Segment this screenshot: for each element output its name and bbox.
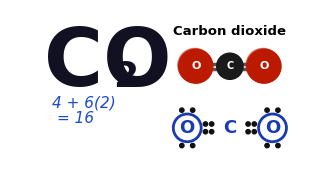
Text: O: O	[180, 119, 195, 137]
Text: 4 + 6(2): 4 + 6(2)	[52, 96, 116, 111]
Text: O: O	[191, 61, 200, 71]
Text: CO: CO	[44, 25, 172, 103]
Circle shape	[203, 122, 208, 126]
Circle shape	[276, 143, 280, 148]
Circle shape	[178, 48, 212, 82]
Circle shape	[252, 122, 256, 126]
Circle shape	[246, 130, 250, 134]
Circle shape	[210, 122, 214, 126]
Text: 2: 2	[113, 60, 138, 94]
Text: O: O	[259, 61, 269, 71]
Circle shape	[252, 130, 256, 134]
Text: = 16: = 16	[57, 111, 94, 126]
Circle shape	[247, 49, 281, 83]
Circle shape	[179, 49, 213, 83]
Circle shape	[246, 48, 280, 82]
Circle shape	[180, 108, 184, 112]
Text: O: O	[265, 119, 280, 137]
Text: C: C	[223, 119, 236, 137]
Text: C: C	[226, 61, 234, 71]
Circle shape	[203, 130, 208, 134]
Circle shape	[180, 143, 184, 148]
Circle shape	[246, 122, 250, 126]
Circle shape	[217, 53, 243, 79]
Circle shape	[265, 143, 269, 148]
Circle shape	[265, 108, 269, 112]
Circle shape	[190, 108, 195, 112]
Circle shape	[190, 143, 195, 148]
Circle shape	[210, 130, 214, 134]
Circle shape	[276, 108, 280, 112]
Text: Carbon dioxide: Carbon dioxide	[173, 25, 286, 39]
